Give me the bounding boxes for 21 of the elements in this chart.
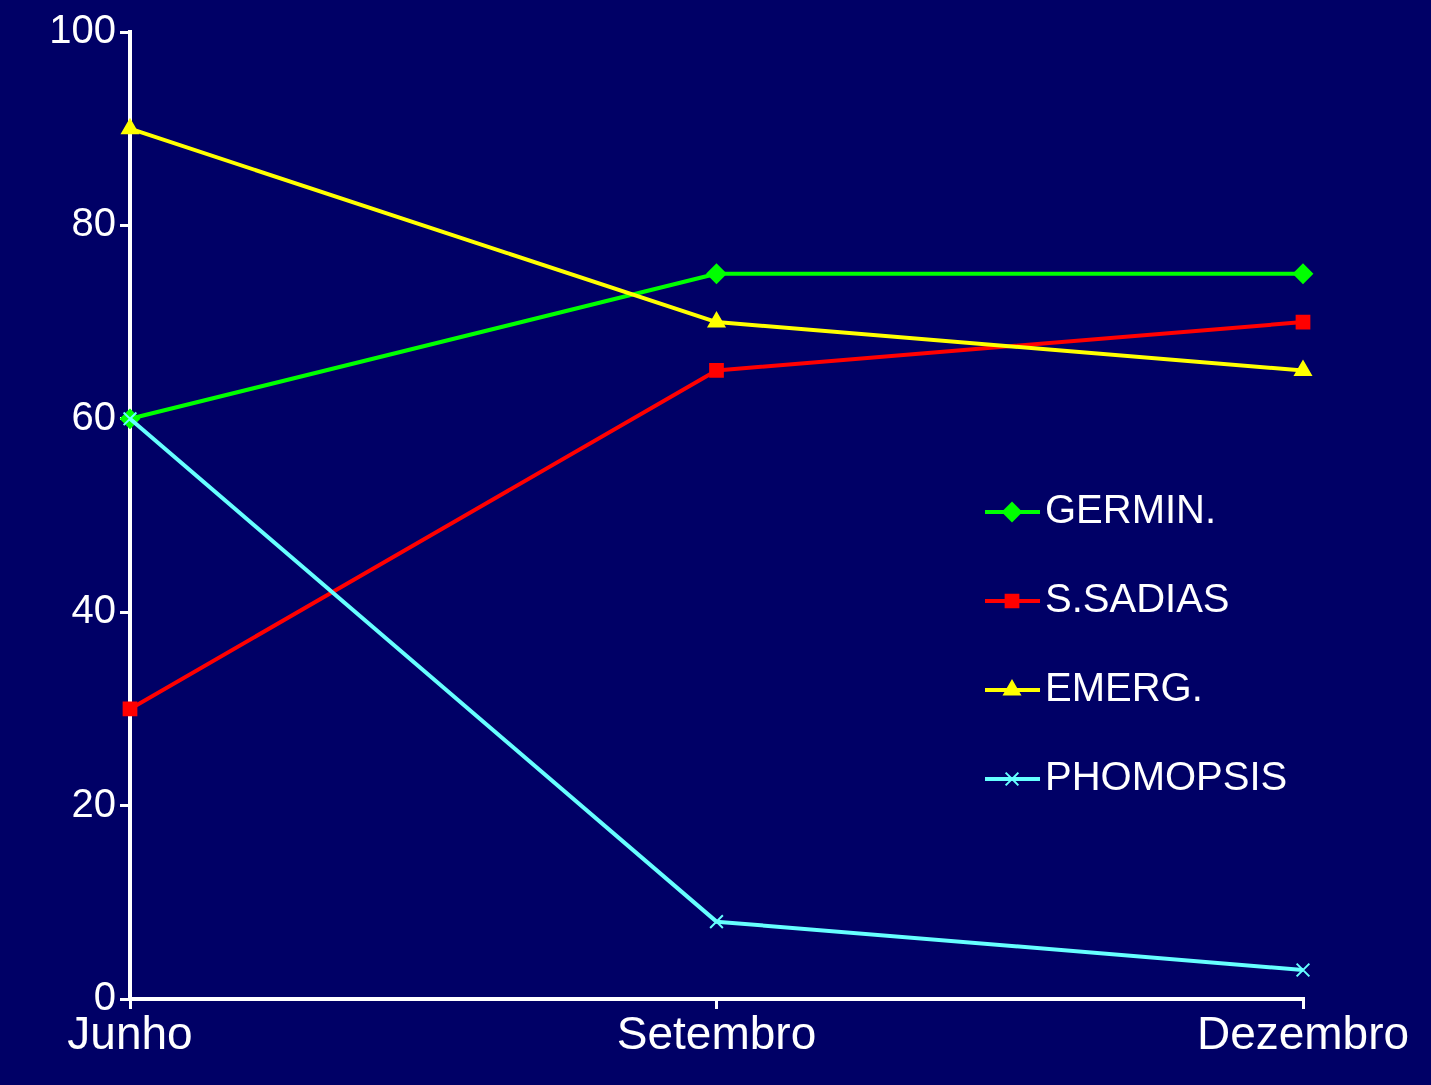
legend-label: EMERG. [1045,665,1203,710]
x-tick-label: Setembro [616,1007,817,1060]
point [706,263,727,284]
y-tick-label: 60 [71,393,116,438]
legend-label: S.SADIAS [1045,576,1230,621]
x-tick-label: Dezembro [1196,1007,1410,1060]
y-tick-label: 40 [71,587,116,632]
y-tick-label: 80 [71,200,116,245]
point [707,312,726,328]
point [1295,962,1311,978]
legend-label: PHOMOPSIS [1045,754,1288,799]
point [122,701,138,717]
point [121,118,139,135]
point [709,914,724,929]
legend-label: GERMIN. [1045,487,1217,532]
point [709,363,724,378]
point [1295,314,1311,330]
point [1294,360,1312,376]
point [1293,263,1313,284]
y-tick-label: 20 [71,780,116,825]
y-tick-label: 100 [49,7,116,52]
